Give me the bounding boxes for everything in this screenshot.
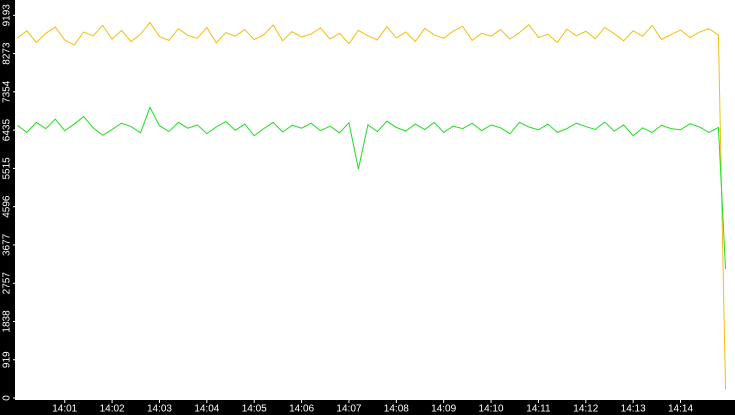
y-tick-label: 5515: [2, 157, 13, 180]
x-tick-label: 14:10: [479, 404, 504, 415]
x-tick-label: 14:03: [147, 404, 172, 415]
y-tick-label: 0: [2, 395, 13, 401]
y-axis-band: [0, 0, 15, 415]
y-tick-label: 2757: [2, 272, 13, 295]
x-tick-label: 14:11: [526, 404, 551, 415]
y-tick-label: 9193: [2, 4, 13, 27]
x-tick-label: 14:12: [573, 404, 598, 415]
x-tick-label: 14:14: [668, 404, 693, 415]
series-line: [17, 21, 727, 390]
x-axis-band: [0, 400, 735, 415]
y-tick-label: 8273: [2, 42, 13, 65]
y-tick-label: 4596: [2, 195, 13, 218]
x-tick-label: 14:05: [242, 404, 267, 415]
y-tick-label: 6435: [2, 119, 13, 142]
x-tick-label: 14:07: [336, 404, 361, 415]
y-tick-label: 919: [2, 351, 13, 368]
x-tick-label: 14:06: [289, 404, 314, 415]
y-tick-label: 1838: [2, 310, 13, 333]
x-tick-label: 14:01: [52, 404, 77, 415]
x-tick-label: 14:02: [100, 404, 125, 415]
x-tick-label: 14:13: [621, 404, 646, 415]
x-tick-label: 14:09: [431, 404, 456, 415]
x-tick-label: 14:08: [384, 404, 409, 415]
y-tick-label: 3677: [2, 233, 13, 256]
y-tick-label: 7354: [2, 80, 13, 103]
series-line: [17, 106, 727, 269]
x-tick-label: 14:04: [194, 404, 219, 415]
